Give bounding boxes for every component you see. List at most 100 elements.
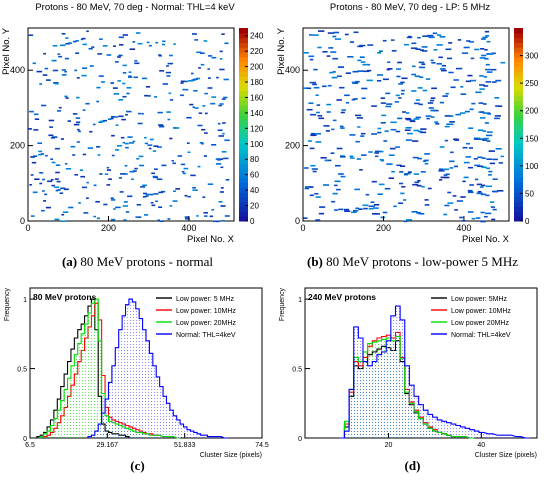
- cluster-track: [379, 159, 384, 161]
- cluster-track: [82, 109, 86, 111]
- cluster-track: [41, 209, 45, 212]
- color-tick-label: 20: [250, 202, 259, 211]
- cluster-track: [454, 139, 460, 141]
- cluster-track: [96, 86, 101, 89]
- cluster-track: [401, 89, 405, 92]
- cluster-track: [384, 187, 391, 190]
- color-bar-step: [239, 163, 248, 169]
- cluster-track: [86, 181, 89, 184]
- cluster-track: [38, 153, 42, 156]
- cluster-track: [54, 186, 60, 189]
- cluster-track: [336, 75, 342, 77]
- cluster-track: [336, 99, 342, 101]
- cluster-track: [483, 137, 489, 140]
- cluster-track: [221, 33, 225, 35]
- cluster-track: [480, 211, 485, 214]
- cluster-track: [140, 186, 146, 188]
- cluster-track: [482, 36, 488, 39]
- cluster-track: [87, 147, 93, 149]
- cluster-track: [463, 176, 469, 179]
- cluster-track: [388, 177, 394, 179]
- cluster-track: [400, 165, 406, 167]
- cluster-track: [365, 193, 370, 196]
- cluster-track: [48, 134, 54, 137]
- cluster-track: [486, 40, 491, 43]
- color-tick-label: 80: [250, 155, 259, 164]
- cluster-track: [47, 180, 53, 183]
- color-tick-label: 220: [250, 47, 264, 56]
- cluster-track: [481, 38, 486, 40]
- cluster-track: [30, 174, 34, 176]
- cluster-track: [106, 169, 112, 171]
- cluster-track: [39, 182, 43, 185]
- cluster-track: [192, 33, 197, 35]
- cluster-track: [485, 35, 490, 37]
- cluster-track: [478, 102, 484, 104]
- cluster-track: [67, 120, 71, 122]
- color-bar-step: [239, 158, 248, 164]
- cluster-track: [324, 159, 329, 162]
- legend-label: Low power 20MHz: [451, 320, 509, 327]
- color-tick-label: 100: [250, 140, 264, 149]
- cluster-track: [41, 104, 47, 107]
- cluster-track: [446, 123, 451, 125]
- cluster-track: [216, 220, 220, 223]
- cluster-track: [113, 93, 120, 95]
- cluster-track: [118, 99, 124, 101]
- cluster-track: [500, 155, 504, 158]
- cluster-track: [76, 77, 80, 79]
- cluster-track: [115, 149, 120, 151]
- cluster-track: [218, 104, 222, 107]
- cluster-track: [331, 200, 336, 203]
- cluster-track: [50, 158, 53, 160]
- cluster-track: [148, 44, 152, 47]
- cluster-track: [465, 80, 471, 83]
- cluster-track: [490, 68, 497, 71]
- color-bar-step: [514, 201, 523, 208]
- cluster-track: [360, 61, 366, 63]
- cluster-track: [145, 193, 151, 196]
- cluster-track: [198, 112, 203, 114]
- cluster-track: [134, 62, 140, 65]
- color-bar-step: [514, 105, 523, 111]
- cluster-track: [137, 42, 143, 45]
- color-bar-step: [514, 52, 523, 58]
- cluster-track: [200, 63, 205, 66]
- cluster-track: [344, 33, 349, 36]
- color-bar-step: [514, 187, 523, 193]
- cluster-track: [428, 36, 435, 39]
- cluster-track: [221, 98, 226, 100]
- color-bar-step: [514, 71, 523, 77]
- cluster-track: [61, 220, 67, 222]
- cluster-track: [445, 173, 450, 176]
- cluster-track: [479, 186, 484, 188]
- cluster-track: [36, 70, 43, 73]
- cluster-track: [39, 172, 44, 174]
- cluster-track: [416, 184, 422, 187]
- cluster-track: [475, 91, 482, 94]
- cluster-track: [118, 36, 124, 39]
- cluster-track: [430, 97, 436, 99]
- cluster-track: [454, 209, 458, 211]
- legend-label: Low power: 10MHz: [451, 308, 511, 315]
- cluster-track: [494, 97, 500, 99]
- cluster-track: [39, 83, 43, 85]
- color-bar-step: [514, 76, 523, 82]
- cluster-track: [132, 140, 136, 143]
- cluster-track: [375, 213, 380, 215]
- cluster-track: [322, 85, 327, 88]
- color-bar-step: [239, 32, 248, 39]
- cluster-track: [399, 182, 404, 185]
- x-axis-label: Cluster Size (pixels): [200, 452, 262, 459]
- cluster-track: [376, 80, 382, 82]
- cluster-track: [420, 128, 427, 130]
- cluster-track: [367, 44, 374, 46]
- cluster-track: [76, 141, 81, 143]
- cluster-track: [384, 130, 389, 132]
- cluster-track: [72, 113, 78, 115]
- cluster-track: [430, 116, 435, 118]
- cluster-track: [187, 195, 191, 198]
- cluster-track: [455, 67, 463, 70]
- cluster-track: [380, 216, 386, 219]
- cluster-track: [417, 157, 422, 160]
